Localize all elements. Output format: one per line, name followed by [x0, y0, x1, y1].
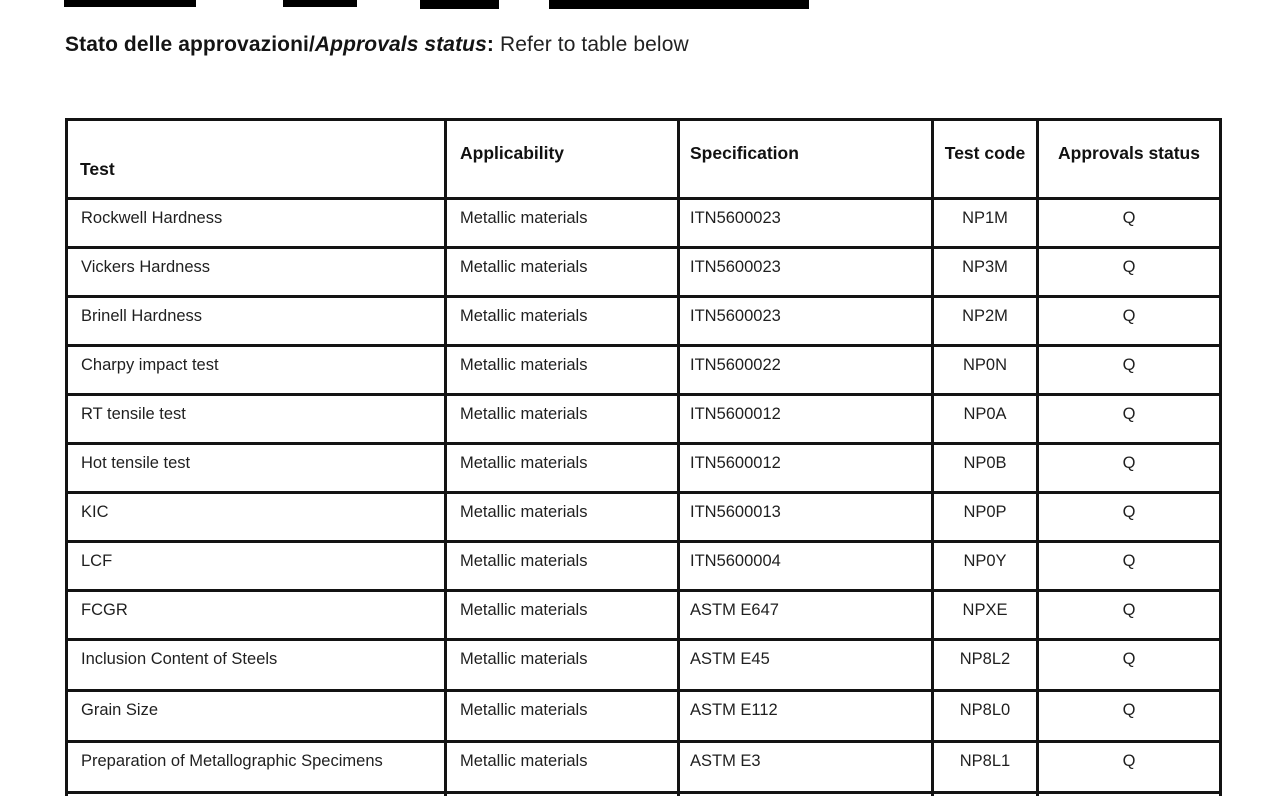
applicability-cell: Metallic materials [444, 393, 680, 445]
applicability-cell: Metallic materials [444, 540, 680, 592]
specification-cell: ASTM E647 [677, 589, 934, 641]
table-row: Preparation of Metallographic Specimens … [65, 740, 1222, 794]
test-code-cell: NPXE [931, 589, 1039, 641]
specification-cell: ITN5600023 [677, 246, 934, 298]
approvals-status-cell: Q [1036, 295, 1222, 347]
test-cell: Hot tensile test [65, 442, 447, 494]
approvals-table: Test Applicability Specification Test co… [65, 118, 1222, 796]
applicability-cell: Metallic materials [444, 344, 680, 396]
approvals-status-cell: Q [1036, 540, 1222, 592]
table-row: Rockwell Hardness Metallic materials ITN… [65, 197, 1222, 249]
table-row: Hot tensile test Metallic materials ITN5… [65, 442, 1222, 494]
test-cell: Grain Size [65, 689, 447, 743]
applicability-cell: Metallic materials [444, 491, 680, 543]
table-row: FCGR Metallic materials ASTM E647 NPXE Q [65, 589, 1222, 641]
test-cell [65, 791, 447, 796]
redacted-bar [420, 0, 499, 9]
column-header-approvals-status: Approvals status [1036, 118, 1222, 200]
specification-cell: ITN5600023 [677, 295, 934, 347]
applicability-cell: Metallic materials [444, 740, 680, 794]
approvals-status-cell: Q [1036, 589, 1222, 641]
approvals-status-cell: Q [1036, 393, 1222, 445]
applicability-cell: Metallic materials [444, 246, 680, 298]
table-row: Grain Size Metallic materials ASTM E112 … [65, 689, 1222, 743]
test-code-cell: NP8L2 [931, 638, 1039, 692]
specification-cell: ITN5600013 [677, 491, 934, 543]
column-header-specification: Specification [677, 118, 934, 200]
test-code-cell: NP1M [931, 197, 1039, 249]
applicability-cell [444, 791, 680, 796]
approvals-status-cell: Q [1036, 689, 1222, 743]
approvals-status-cell: Q [1036, 197, 1222, 249]
approvals-status-cell: Q [1036, 246, 1222, 298]
specification-cell: ASTM E45 [677, 638, 934, 692]
table-row: Brinell Hardness Metallic materials ITN5… [65, 295, 1222, 347]
table-row: KIC Metallic materials ITN5600013 NP0P Q [65, 491, 1222, 543]
approvals-status-cell: Q [1036, 491, 1222, 543]
test-code-cell: NP0B [931, 442, 1039, 494]
approvals-status-cell: Q [1036, 740, 1222, 794]
specification-cell: ITN5600023 [677, 197, 934, 249]
test-cell: LCF [65, 540, 447, 592]
test-code-cell: NP8L0 [931, 689, 1039, 743]
test-code-cell: NP0Y [931, 540, 1039, 592]
specification-cell: ITN5600012 [677, 393, 934, 445]
table-row: LCF Metallic materials ITN5600004 NP0Y Q [65, 540, 1222, 592]
table-row: Vickers Hardness Metallic materials ITN5… [65, 246, 1222, 298]
applicability-cell: Metallic materials [444, 638, 680, 692]
specification-cell: ITN5600022 [677, 344, 934, 396]
test-cell: Brinell Hardness [65, 295, 447, 347]
test-cell: Preparation of Metallographic Specimens [65, 740, 447, 794]
column-header-applicability: Applicability [444, 118, 680, 200]
test-code-cell: NP8L1 [931, 740, 1039, 794]
test-cell: Inclusion Content of Steels [65, 638, 447, 692]
table-row: Inclusion Content of Steels Metallic mat… [65, 638, 1222, 692]
table-row: Charpy impact test Metallic materials IT… [65, 344, 1222, 396]
heading-colon: : [486, 33, 494, 56]
applicability-cell: Metallic materials [444, 689, 680, 743]
applicability-cell: Metallic materials [444, 197, 680, 249]
test-cell: Vickers Hardness [65, 246, 447, 298]
redacted-bar [549, 0, 809, 9]
test-cell: Charpy impact test [65, 344, 447, 396]
specification-cell: ASTM E112 [677, 689, 934, 743]
redacted-bar [64, 0, 196, 7]
test-cell: FCGR [65, 589, 447, 641]
specification-cell: ITN5600004 [677, 540, 934, 592]
specification-cell: ASTM E3 [677, 740, 934, 794]
approvals-status-cell [1036, 791, 1222, 796]
test-code-cell: NP3M [931, 246, 1039, 298]
heading-instruction: Refer to table below [499, 33, 689, 56]
column-header-test-code: Test code [931, 118, 1039, 200]
redacted-bar [283, 0, 357, 7]
heading-italian-label: Stato delle approvazioni/ [65, 33, 315, 56]
section-heading: Stato delle approvazioni/Approvals statu… [65, 33, 689, 57]
approvals-status-cell: Q [1036, 638, 1222, 692]
test-cell: RT tensile test [65, 393, 447, 445]
test-cell: Rockwell Hardness [65, 197, 447, 249]
applicability-cell: Metallic materials [444, 589, 680, 641]
heading-english-label: Approvals status [314, 33, 487, 56]
applicability-cell: Metallic materials [444, 295, 680, 347]
table-row: RT tensile test Metallic materials ITN56… [65, 393, 1222, 445]
approvals-status-cell: Q [1036, 344, 1222, 396]
specification-cell [677, 791, 934, 796]
specification-cell: ITN5600012 [677, 442, 934, 494]
applicability-cell: Metallic materials [444, 442, 680, 494]
table-header-row: Test Applicability Specification Test co… [65, 118, 1222, 200]
test-code-cell: NP0N [931, 344, 1039, 396]
column-header-test: Test [65, 118, 447, 200]
table-row-partial [65, 791, 1222, 796]
test-code-cell: NP2M [931, 295, 1039, 347]
test-cell: KIC [65, 491, 447, 543]
approvals-status-cell: Q [1036, 442, 1222, 494]
test-code-cell [931, 791, 1039, 796]
test-code-cell: NP0P [931, 491, 1039, 543]
test-code-cell: NP0A [931, 393, 1039, 445]
